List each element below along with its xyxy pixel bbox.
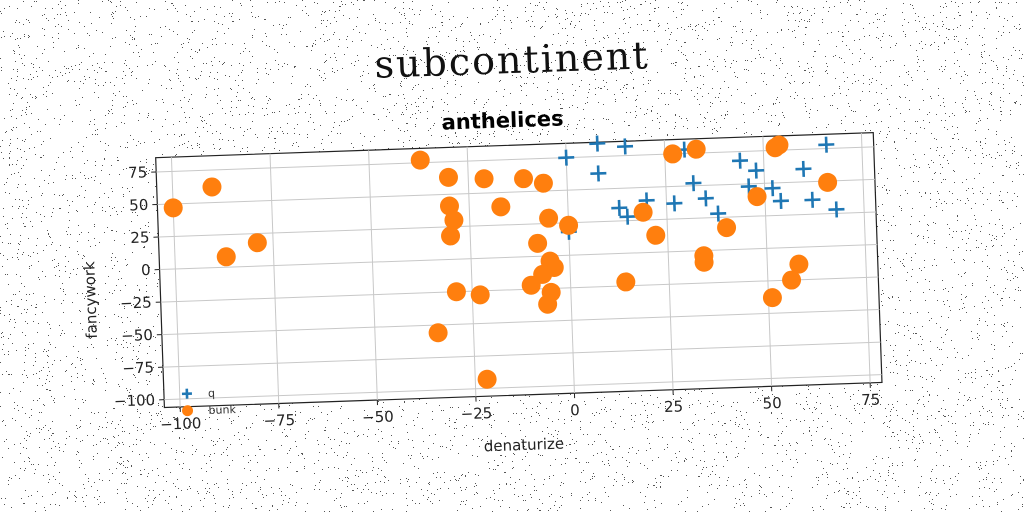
y-grid-line [157, 178, 875, 205]
point-bunk [216, 247, 236, 267]
grid-lines [156, 132, 882, 407]
y-tick-label: −25 [120, 293, 152, 312]
point-q [685, 175, 702, 192]
point-bunk [818, 172, 838, 192]
x-tick-label: −100 [160, 414, 202, 433]
x-grid-line [565, 143, 575, 394]
y-axis-label: fancywork [80, 261, 101, 339]
point-bunk [646, 225, 666, 245]
point-q [731, 152, 749, 169]
point-bunk [428, 323, 448, 343]
point-bunk [533, 173, 553, 193]
x-grid-line [762, 136, 773, 387]
point-bunk [782, 270, 802, 290]
point-bunk [470, 285, 490, 305]
x-grid-line [860, 132, 871, 383]
x-axis-label: denaturize [484, 435, 565, 456]
point-bunk [633, 202, 653, 222]
x-grid-line [663, 139, 674, 390]
point-bunk [686, 139, 706, 159]
point-q [589, 135, 606, 152]
y-grid-line [161, 309, 880, 336]
y-grid-line [162, 341, 881, 368]
point-bunk [521, 275, 541, 295]
point-bunk [663, 144, 683, 164]
point-bunk [694, 252, 714, 272]
legend: q bunk [181, 387, 237, 417]
y-grid-line [160, 276, 879, 303]
point-q [616, 138, 634, 155]
point-q [697, 190, 714, 207]
point-q [804, 191, 821, 208]
x-grid-line [466, 146, 477, 397]
point-bunk [477, 369, 497, 389]
point-q [558, 149, 575, 166]
chart-title: anthelices [441, 106, 564, 134]
point-bunk [789, 254, 809, 274]
y-tick-label: −50 [121, 326, 153, 345]
x-tick-label: −75 [263, 411, 295, 430]
x-tick-label: −50 [362, 407, 394, 426]
legend-marker-bunk [182, 405, 194, 417]
plot-area [155, 131, 883, 409]
y-tick-label: −100 [114, 391, 156, 410]
point-q [666, 195, 683, 212]
point-bunk [163, 198, 183, 218]
x-axis-ticks: −100 −75 −50 −25 0 25 50 75 [160, 382, 881, 434]
y-tick-label: 75 [128, 163, 148, 182]
point-bunk [528, 233, 548, 253]
point-bunk [514, 169, 534, 189]
legend-label-q: q [208, 387, 215, 400]
point-bunk [747, 187, 767, 207]
point-bunk [616, 272, 636, 292]
point-bunk [202, 177, 222, 197]
x-tick-label: 25 [664, 397, 684, 416]
point-q [764, 180, 781, 197]
y-tick-label: 50 [129, 196, 149, 215]
data-marks [163, 135, 845, 389]
point-bunk [438, 167, 458, 187]
point-bunk [441, 226, 461, 246]
point-q [772, 192, 789, 209]
point-bunk [769, 135, 789, 155]
y-tick-label: −75 [122, 358, 154, 377]
y-grid-line [158, 211, 877, 238]
point-q [748, 162, 765, 179]
point-bunk [474, 169, 494, 189]
point-bunk [444, 210, 464, 230]
point-q [828, 201, 845, 218]
point-q [619, 208, 636, 225]
point-q [795, 160, 812, 177]
point-bunk [539, 208, 559, 228]
point-bunk [491, 197, 511, 217]
legend-label-bunk: bunk [208, 403, 236, 417]
point-q [590, 165, 607, 182]
point-q [818, 136, 835, 153]
legend-marker-q [181, 388, 192, 399]
point-bunk [717, 218, 737, 238]
point-q [710, 205, 727, 222]
point-q [611, 199, 628, 216]
x-tick-label: −25 [460, 404, 492, 423]
point-bunk [559, 215, 579, 235]
x-tick-label: 0 [570, 401, 580, 419]
y-grid-line [156, 146, 874, 173]
y-axis-ticks: −100 −75 −50 −25 0 25 50 75 [114, 163, 165, 410]
point-bunk [247, 233, 267, 253]
point-bunk [762, 288, 782, 308]
y-grid-line [164, 374, 882, 401]
point-bunk [446, 282, 466, 302]
y-grid-line [159, 243, 878, 271]
point-bunk [538, 294, 558, 314]
x-grid-line [269, 153, 280, 404]
point-bunk [410, 150, 430, 170]
x-grid-line [368, 150, 378, 401]
y-tick-label: 25 [130, 228, 150, 247]
x-tick-label: 50 [762, 394, 782, 413]
x-tick-label: 75 [861, 391, 881, 410]
y-tick-label: 0 [141, 261, 151, 279]
